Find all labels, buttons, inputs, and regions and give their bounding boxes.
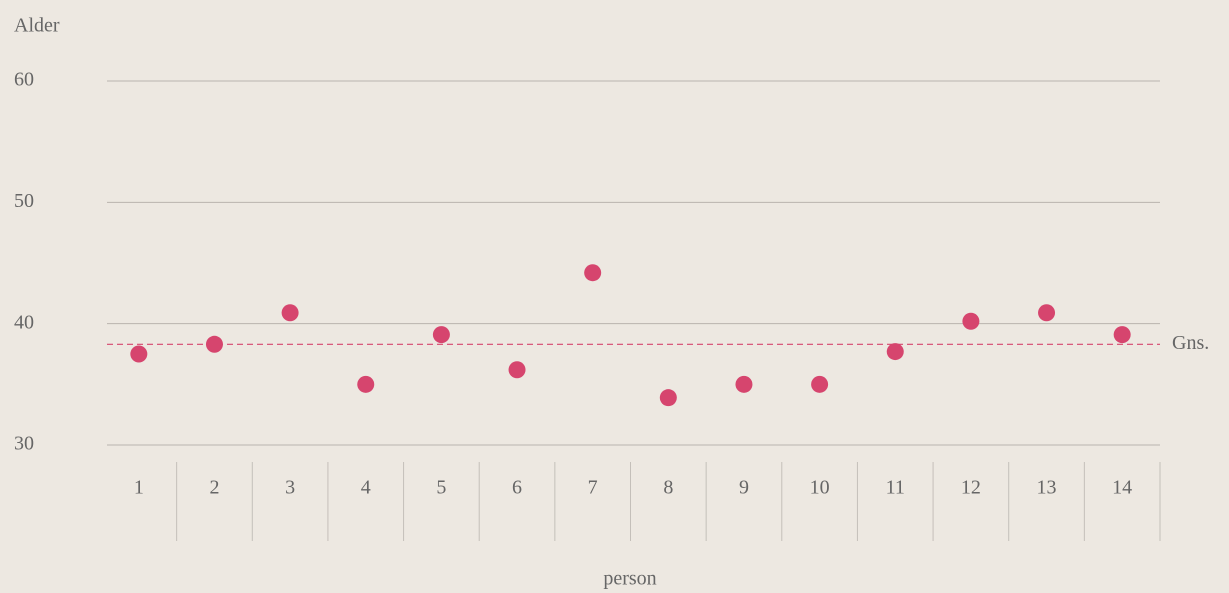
y-tick-label: 60 — [14, 69, 34, 91]
x-tick-label: 2 — [209, 477, 219, 499]
dot — [886, 343, 904, 361]
dot — [962, 312, 980, 330]
dot — [1038, 304, 1056, 322]
dot — [584, 264, 602, 282]
y-tick-label: 40 — [14, 311, 34, 333]
dot — [735, 375, 753, 393]
x-tick-label: 11 — [886, 477, 905, 499]
x-tick-label: 8 — [663, 477, 673, 499]
dot — [432, 326, 450, 344]
dot — [508, 361, 526, 379]
x-tick-label: 3 — [285, 477, 295, 499]
x-tick-label: 14 — [1112, 477, 1132, 499]
mean-label: Gns. — [1172, 332, 1209, 354]
dot — [205, 335, 223, 353]
dot — [281, 304, 299, 322]
dot — [130, 345, 148, 363]
x-tick-label: 4 — [361, 477, 371, 499]
dot — [659, 389, 677, 407]
x-tick-label: 1 — [134, 477, 144, 499]
x-tick-label: 6 — [512, 477, 522, 499]
x-axis-label: person — [603, 568, 656, 590]
dot — [811, 375, 829, 393]
y-tick-label: 30 — [14, 433, 34, 455]
x-tick-label: 5 — [436, 477, 446, 499]
dot — [357, 375, 375, 393]
x-tick-label: 9 — [739, 477, 749, 499]
x-tick-label: 10 — [810, 477, 830, 499]
x-tick-label: 12 — [961, 477, 981, 499]
x-tick-label: 7 — [588, 477, 598, 499]
y-tick-label: 50 — [14, 190, 34, 212]
y-axis-label: Alder — [14, 15, 60, 37]
x-tick-label: 13 — [1037, 477, 1057, 499]
dot — [1113, 326, 1131, 344]
